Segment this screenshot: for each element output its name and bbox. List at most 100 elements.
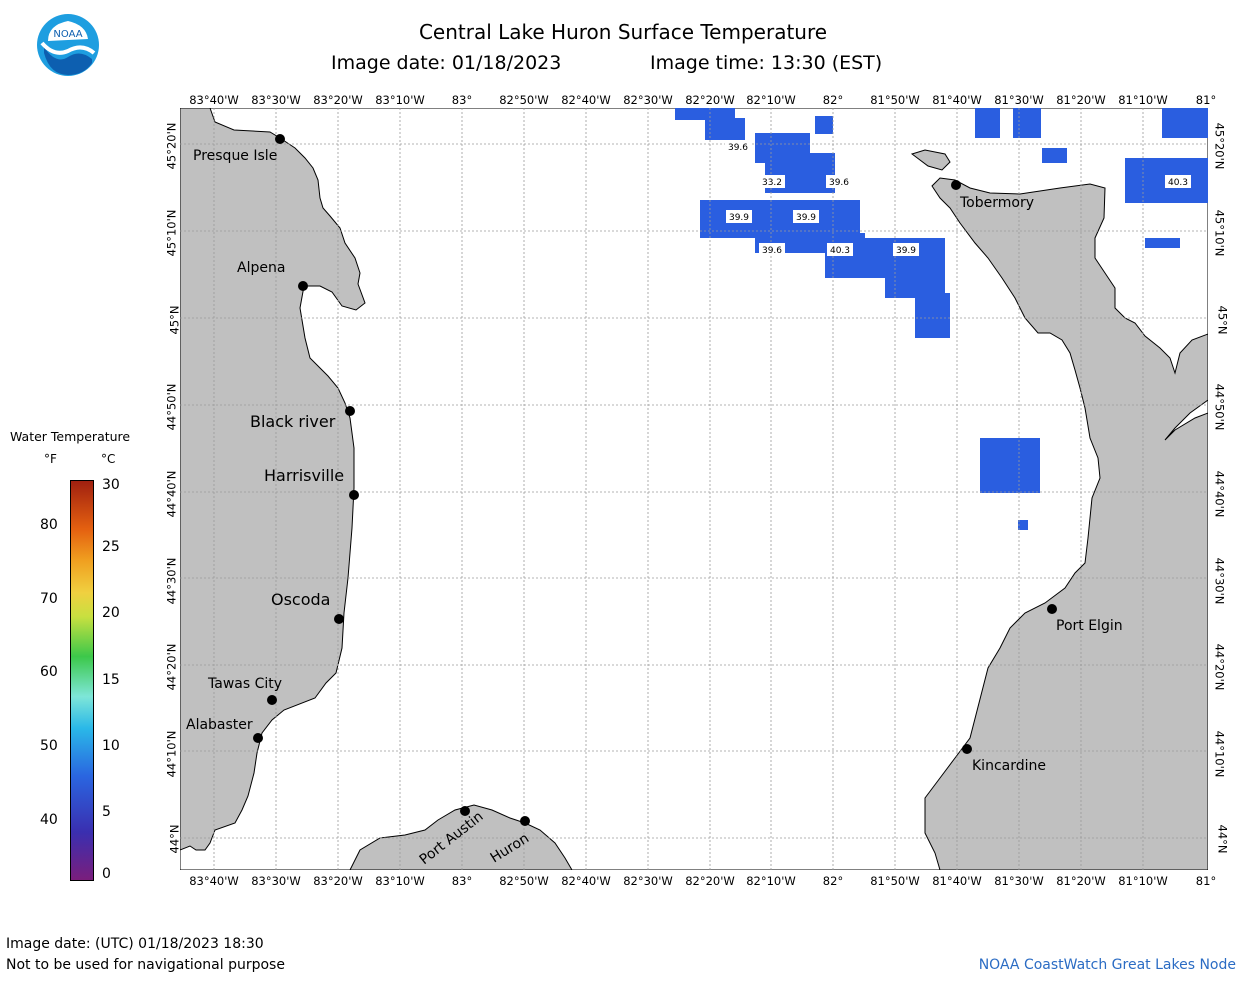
city-marker <box>962 744 972 754</box>
temp-patch <box>815 116 833 134</box>
city-name-tawas-city: Tawas City <box>207 676 282 692</box>
temp-patch <box>1162 108 1208 138</box>
lon-label: 83°30'W <box>251 874 301 888</box>
city-markers <box>253 134 1057 826</box>
f-tick: 60 <box>40 664 58 680</box>
lon-label: 82°50'W <box>499 93 549 107</box>
image-date: Image date: 01/18/2023 <box>331 52 562 74</box>
michigan-land <box>180 108 366 851</box>
disclaimer: Not to be used for navigational purpose <box>6 957 285 973</box>
city-name-oscoda: Oscoda <box>271 590 330 609</box>
city-name-kincardine: Kincardine <box>972 758 1046 774</box>
lat-label: 44°20'N <box>1212 643 1227 691</box>
temp-patch <box>1042 148 1067 163</box>
lat-label: 44°30'N <box>164 557 179 605</box>
lat-label: 44°50'N <box>164 383 179 431</box>
lat-label: 45°20'N <box>164 122 179 170</box>
lon-label: 82° <box>822 874 844 888</box>
legend-unit-f: °F <box>44 452 57 466</box>
grid-lines <box>180 108 1208 870</box>
temp-patch <box>915 293 950 338</box>
image-time: Image time: 13:30 (EST) <box>650 52 883 74</box>
svg-text:39.9: 39.9 <box>796 213 816 223</box>
lon-label: 83° <box>451 874 473 888</box>
temp-label: 40.3 <box>1165 175 1191 188</box>
noaa-logo-icon: NOAA <box>37 14 99 76</box>
lon-label: 83°10'W <box>375 874 425 888</box>
city-name-port-elgin: Port Elgin <box>1056 618 1123 634</box>
lon-label: 81°20'W <box>1056 93 1106 107</box>
lon-label: 81°30'W <box>994 93 1044 107</box>
lat-label: 44°40'N <box>164 470 179 518</box>
svg-text:39.9: 39.9 <box>896 246 916 256</box>
svg-text:40.3: 40.3 <box>1168 178 1188 188</box>
credit: NOAA CoastWatch Great Lakes Node <box>978 957 1236 973</box>
city-marker <box>345 406 355 416</box>
svg-text:39.6: 39.6 <box>728 143 748 153</box>
city-marker <box>951 180 961 190</box>
city-name-presque-isle: Presque Isle <box>193 148 277 164</box>
city-marker <box>334 614 344 624</box>
city-marker <box>460 806 470 816</box>
temp-label: 40.3 <box>827 243 853 256</box>
lat-label: 44°40'N <box>1212 470 1227 518</box>
legend-title: Water Temperature <box>10 429 131 444</box>
lon-label: 83°30'W <box>251 93 301 107</box>
lat-label: 45°20'N <box>1212 122 1227 170</box>
c-tick: 20 <box>102 605 120 621</box>
lon-label: 82°20'W <box>685 93 735 107</box>
temp-patch <box>980 438 1040 493</box>
lon-label: 81°40'W <box>932 874 982 888</box>
temp-patch <box>700 200 860 238</box>
lon-label: 81°20'W <box>1056 874 1106 888</box>
lon-label: 81°10'W <box>1118 874 1168 888</box>
city-name-tobermory: Tobermory <box>959 195 1034 211</box>
lon-label: 81° <box>1195 874 1217 888</box>
temp-label: 39.9 <box>726 210 752 223</box>
lon-label: 82°30'W <box>623 93 673 107</box>
f-tick: 70 <box>40 591 58 607</box>
temp-label: 33.2 <box>759 175 785 188</box>
temp-patch <box>675 108 735 120</box>
lon-label: 81° <box>1195 93 1217 107</box>
c-tick: 10 <box>102 738 120 754</box>
f-tick: 50 <box>40 738 58 754</box>
temp-label: 39.6 <box>725 140 751 153</box>
island-land <box>910 149 951 171</box>
lon-label: 82°10'W <box>746 93 796 107</box>
map-title: Central Lake Huron Surface Temperature <box>418 20 828 44</box>
c-tick: 0 <box>102 866 111 882</box>
lat-label: 44°20'N <box>164 643 179 691</box>
temp-patch <box>1018 520 1028 530</box>
temp-label: 39.9 <box>893 243 919 256</box>
lon-label: 83°20'W <box>313 93 363 107</box>
temp-patch <box>1013 108 1041 138</box>
svg-text:39.6: 39.6 <box>829 178 849 188</box>
city-marker <box>349 490 359 500</box>
city-marker <box>520 816 530 826</box>
c-tick: 25 <box>102 539 120 555</box>
temp-patch <box>705 118 745 140</box>
lon-label: 81°40'W <box>932 93 982 107</box>
ontario-land <box>924 177 1208 870</box>
temp-label: 39.6 <box>826 175 852 188</box>
temp-value-labels: 39.6 33.2 39.6 39.9 39.9 39.6 40.3 39.9 … <box>725 140 1191 256</box>
lon-label: 82°20'W <box>685 874 735 888</box>
city-marker <box>253 733 263 743</box>
temperature-map: 39.6 33.2 39.6 39.9 39.9 39.6 40.3 39.9 … <box>180 108 1208 870</box>
temperature-colorbar <box>70 480 94 881</box>
lon-label: 83°20'W <box>313 874 363 888</box>
c-tick: 30 <box>102 477 120 493</box>
thumb-land <box>349 804 573 870</box>
lat-label: 44°N <box>1215 824 1230 854</box>
lat-label: 44°10'N <box>1212 730 1227 778</box>
svg-text:40.3: 40.3 <box>830 246 850 256</box>
temp-label: 39.6 <box>759 243 785 256</box>
lon-label: 82°40'W <box>561 93 611 107</box>
lon-label: 83°40'W <box>189 93 239 107</box>
temp-label: 39.9 <box>793 210 819 223</box>
svg-text:39.6: 39.6 <box>762 246 782 256</box>
temp-patch <box>975 108 1000 138</box>
lon-label: 83°10'W <box>375 93 425 107</box>
lon-label: 82°50'W <box>499 874 549 888</box>
